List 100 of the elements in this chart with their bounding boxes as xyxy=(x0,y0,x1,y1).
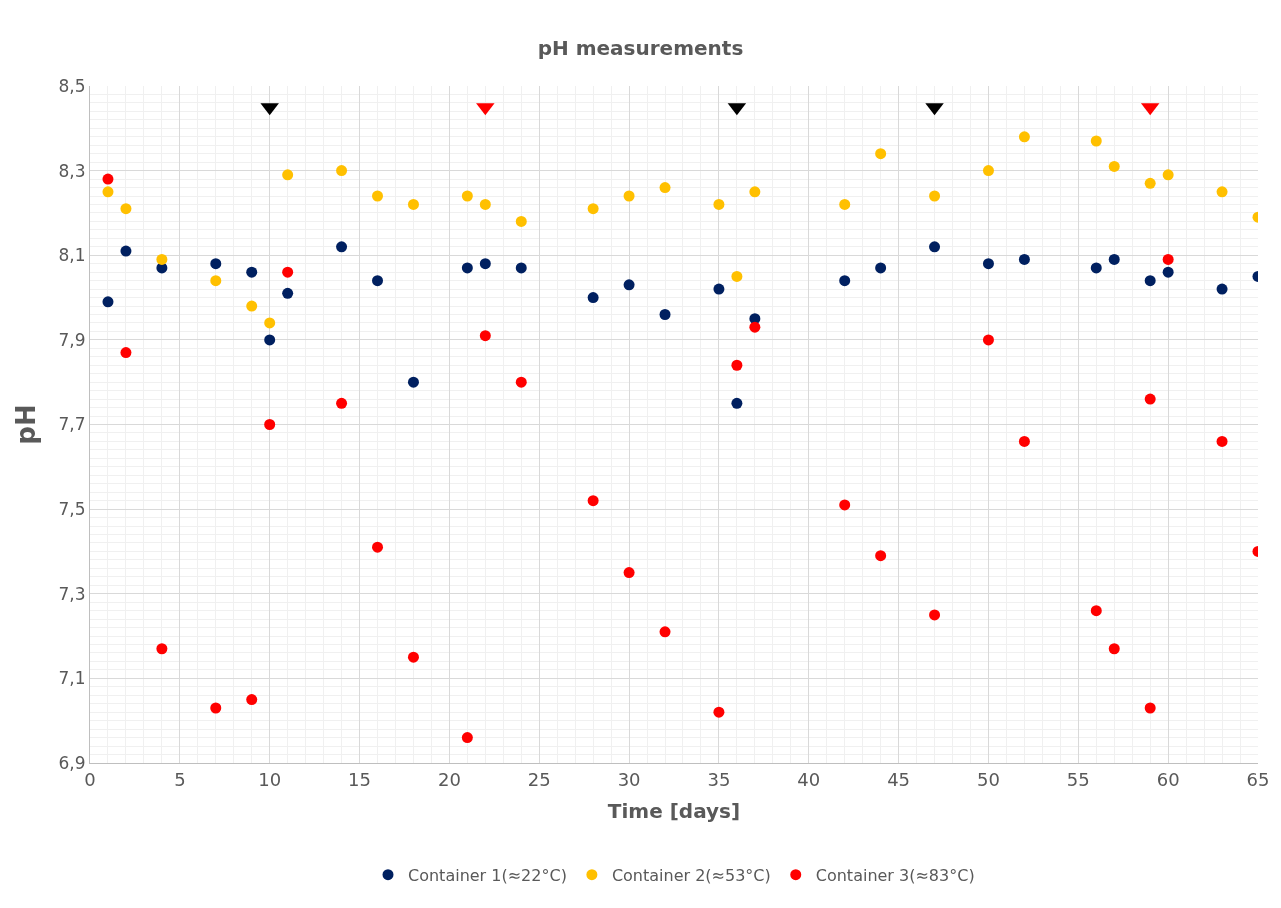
point xyxy=(587,203,599,215)
point xyxy=(839,275,851,287)
point xyxy=(1108,643,1120,655)
point xyxy=(102,296,114,308)
point xyxy=(210,702,222,714)
x-tick-label: 20 xyxy=(437,768,461,790)
point xyxy=(749,186,761,198)
point xyxy=(407,376,419,388)
point xyxy=(1162,266,1174,278)
point xyxy=(156,253,168,265)
point xyxy=(731,270,743,282)
y-tick-label: 7,5 xyxy=(58,499,86,520)
x-tick-label: 25 xyxy=(527,768,551,790)
point xyxy=(246,694,258,706)
legend-label: Container 3(≈83°C) xyxy=(815,865,975,885)
point xyxy=(282,266,294,278)
point xyxy=(1108,253,1120,265)
x-tick-label: 65 xyxy=(1246,768,1270,790)
point xyxy=(875,550,887,562)
chart-title: pH measurements xyxy=(537,35,744,60)
x-tick-label: 15 xyxy=(348,768,371,790)
point xyxy=(982,334,994,346)
point xyxy=(479,198,491,210)
point xyxy=(407,651,419,663)
point xyxy=(587,292,599,304)
point xyxy=(372,541,384,553)
point xyxy=(282,287,294,299)
point xyxy=(1144,393,1156,405)
point xyxy=(1018,131,1030,143)
y-tick-label: 7,7 xyxy=(58,414,86,435)
point xyxy=(515,262,527,274)
point xyxy=(1018,253,1030,265)
x-tick-label: 10 xyxy=(258,768,282,790)
point xyxy=(1090,605,1102,617)
x-tick-label: 60 xyxy=(1156,768,1180,790)
point xyxy=(336,165,348,177)
point xyxy=(372,275,384,287)
point xyxy=(659,626,671,638)
point xyxy=(156,643,168,655)
point xyxy=(336,241,348,253)
point xyxy=(120,203,132,215)
point xyxy=(1162,253,1174,265)
legend-label: Container 1(≈22°C) xyxy=(408,865,567,885)
x-tick-label: 55 xyxy=(1066,768,1090,790)
x-tick-label: 45 xyxy=(887,768,911,790)
point xyxy=(731,359,743,371)
point xyxy=(461,262,473,274)
y-tick-label: 7,3 xyxy=(58,583,86,604)
point xyxy=(623,190,635,202)
point xyxy=(587,495,599,507)
x-tick-label: 30 xyxy=(617,768,641,790)
point xyxy=(1216,435,1228,447)
x-tick-label: 5 xyxy=(174,768,186,790)
point xyxy=(120,245,132,257)
point xyxy=(1090,262,1102,274)
y-tick-label: 7,9 xyxy=(58,329,86,350)
point xyxy=(210,258,222,270)
point xyxy=(264,317,276,329)
point xyxy=(875,148,887,160)
point xyxy=(1144,702,1156,714)
point xyxy=(372,190,384,202)
x-tick-label: 35 xyxy=(707,768,731,790)
point xyxy=(659,182,671,194)
point xyxy=(479,258,491,270)
point xyxy=(1144,275,1156,287)
legend-label: Container 2(≈53°C) xyxy=(611,865,771,885)
point xyxy=(461,732,473,744)
y-tick-label: 8,3 xyxy=(58,160,86,181)
point xyxy=(929,241,941,253)
y-tick-label: 8,1 xyxy=(58,245,86,266)
point xyxy=(515,215,527,227)
point xyxy=(713,706,725,718)
point xyxy=(246,300,258,312)
point xyxy=(407,198,419,210)
point xyxy=(1216,186,1228,198)
y-tick-label: 7,1 xyxy=(58,668,86,689)
point xyxy=(264,334,276,346)
point xyxy=(749,321,761,333)
y-axis-title: pH xyxy=(10,404,41,445)
point xyxy=(929,609,941,621)
point xyxy=(461,190,473,202)
point xyxy=(102,173,114,185)
point xyxy=(210,275,222,287)
point xyxy=(336,397,348,409)
point xyxy=(623,279,635,291)
point xyxy=(731,397,743,409)
point xyxy=(479,330,491,342)
point xyxy=(659,308,671,320)
point xyxy=(1018,435,1030,447)
point xyxy=(1108,160,1120,172)
point xyxy=(875,262,887,274)
point xyxy=(282,169,294,181)
point xyxy=(839,198,851,210)
y-tick-label: 8,5 xyxy=(58,75,86,96)
point xyxy=(1090,135,1102,147)
point xyxy=(623,567,635,579)
point xyxy=(929,190,941,202)
point xyxy=(1144,177,1156,189)
point xyxy=(515,376,527,388)
point xyxy=(713,198,725,210)
